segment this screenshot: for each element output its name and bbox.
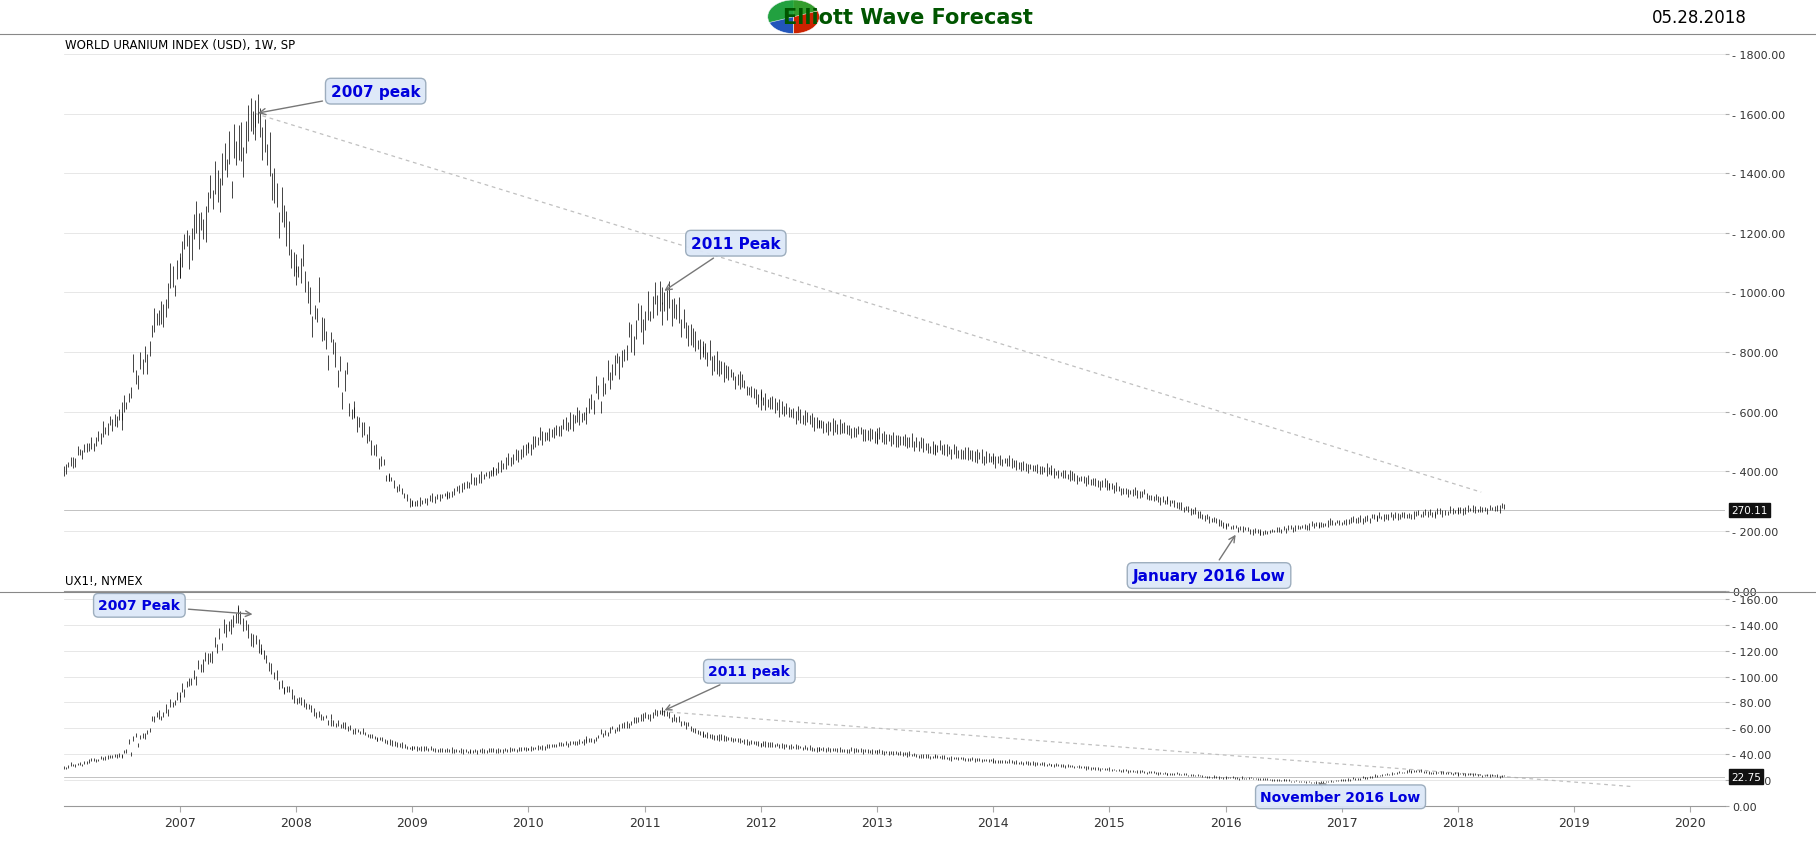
Text: 2007 Peak: 2007 Peak — [98, 598, 251, 617]
Text: Elliott Wave Forecast: Elliott Wave Forecast — [783, 8, 1033, 28]
Text: November 2016 Low: November 2016 Low — [1260, 783, 1420, 803]
Text: 270.11: 270.11 — [1731, 506, 1767, 516]
Text: 2011 Peak: 2011 Peak — [666, 236, 781, 290]
Wedge shape — [794, 1, 819, 35]
Text: 2011 peak: 2011 peak — [666, 664, 790, 710]
Text: January 2016 Low: January 2016 Low — [1133, 537, 1286, 583]
Text: 22.75: 22.75 — [1731, 771, 1762, 782]
Text: WORLD URANIUM INDEX (USD), 1W, SP: WORLD URANIUM INDEX (USD), 1W, SP — [65, 39, 296, 52]
Wedge shape — [768, 1, 817, 24]
Text: 2007 peak: 2007 peak — [260, 84, 421, 116]
Text: UX1!, NYMEX: UX1!, NYMEX — [65, 574, 143, 587]
Text: 05.28.2018: 05.28.2018 — [1653, 8, 1747, 27]
Wedge shape — [768, 1, 794, 35]
